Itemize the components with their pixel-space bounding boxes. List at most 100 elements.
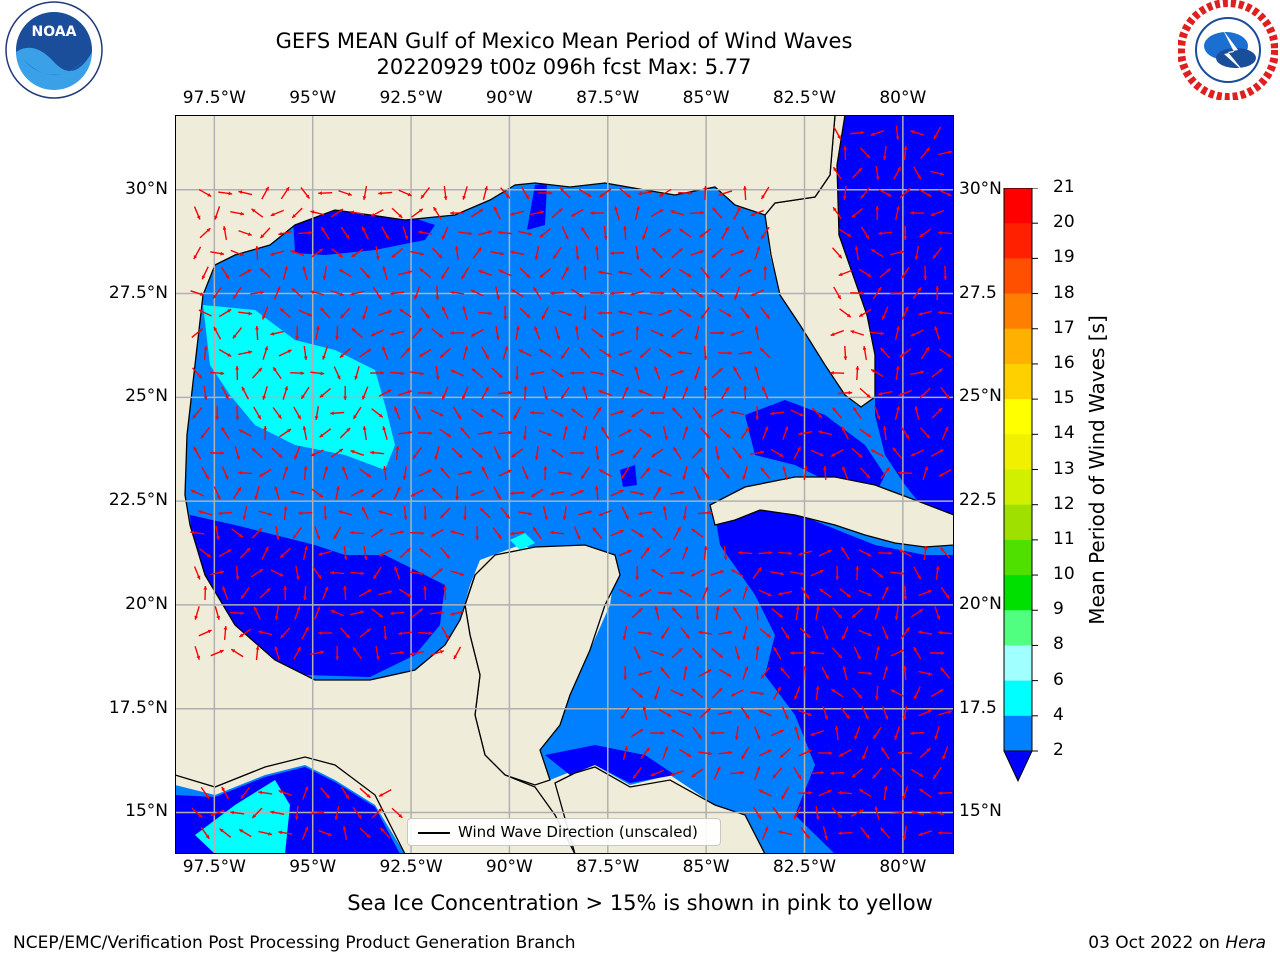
wave-direction-arrow [530, 488, 544, 498]
wave-direction-arrow [590, 291, 605, 295]
colorbar-tick-label: 12 [1053, 493, 1075, 514]
wave-direction-arrow [918, 589, 932, 597]
wave-direction-arrow [390, 371, 405, 376]
wave-direction-arrow [295, 565, 300, 581]
wave-direction-arrow [274, 646, 280, 660]
colorbar-tick-label: 20 [1053, 212, 1075, 233]
wave-direction-arrow [860, 226, 870, 240]
wave-direction-arrow [894, 605, 899, 621]
wave-direction-arrow [370, 329, 384, 337]
wave-direction-arrow [938, 630, 953, 635]
wave-direction-arrow [578, 510, 593, 516]
wave-direction-arrow [852, 687, 863, 699]
wave-direction-arrow [234, 446, 241, 460]
wave-direction-arrow [318, 191, 333, 196]
wave-direction-arrow [638, 631, 653, 636]
wave-direction-arrow [743, 385, 748, 401]
wave-direction-arrow [920, 147, 931, 159]
wave-direction-arrow [259, 267, 271, 279]
wave-direction-arrow [541, 306, 550, 320]
lon-tick-label: 90°W [485, 857, 533, 877]
wave-direction-arrow [310, 210, 325, 216]
wave-direction-arrow [870, 129, 885, 137]
wave-direction-arrow [350, 450, 365, 456]
wave-direction-arrow [719, 267, 731, 279]
wave-direction-arrow [811, 407, 823, 419]
wave-direction-arrow [895, 206, 900, 220]
wave-direction-arrow [562, 426, 568, 440]
wave-direction-arrow [815, 605, 820, 621]
wave-direction-arrow [610, 489, 624, 497]
wave-direction-arrow [659, 267, 671, 279]
wave-direction-arrow [218, 191, 233, 196]
wave-direction-arrow [718, 710, 733, 716]
wave-direction-arrow [258, 468, 272, 478]
wave-direction-arrow [598, 389, 612, 397]
wave-direction-arrow [740, 307, 751, 319]
wave-direction-arrow [742, 466, 748, 480]
wave-direction-arrow [703, 545, 708, 561]
chart-title: GEFS MEAN Gulf of Mexico Mean Period of … [275, 29, 853, 53]
wave-direction-arrow [694, 366, 701, 380]
wave-direction-arrow [691, 447, 703, 459]
wave-direction-arrow [822, 465, 827, 481]
wave-direction-arrow [391, 207, 403, 219]
wave-direction-arrow [815, 685, 820, 701]
wave-direction-arrow [741, 746, 750, 760]
wave-direction-arrow [272, 406, 282, 420]
wave-direction-arrow [618, 588, 632, 598]
wave-direction-arrow [919, 747, 931, 759]
wave-direction-arrow [758, 589, 772, 597]
wave-direction-arrow [458, 470, 473, 476]
wave-direction-arrow [691, 528, 704, 538]
wave-direction-arrow [738, 550, 753, 555]
wave-direction-arrow [270, 810, 285, 815]
wave-direction-arrow [190, 530, 205, 535]
wave-direction-arrow [752, 566, 762, 580]
wave-direction-arrow [891, 767, 903, 779]
wave-direction-arrow [692, 407, 702, 419]
wave-direction-arrow [419, 548, 432, 558]
wave-direction-arrow [851, 208, 864, 218]
wave-direction-arrow [800, 586, 810, 600]
wave-direction-arrow [302, 425, 308, 441]
wave-direction-arrow [718, 588, 732, 598]
wave-direction-arrow [290, 250, 305, 256]
colorbar-band [1004, 575, 1032, 611]
wave-direction-arrow [658, 309, 673, 317]
wave-direction-arrow [432, 206, 442, 220]
wave-direction-arrow [719, 427, 731, 439]
wave-direction-arrow [435, 365, 440, 381]
wave-direction-arrow [470, 489, 485, 497]
wave-direction-arrow [851, 767, 863, 779]
wave-direction-arrow [378, 590, 393, 596]
wave-direction-arrow [913, 566, 922, 580]
wave-direction-arrow [780, 626, 790, 640]
wave-direction-arrow [662, 386, 668, 400]
wave-direction-arrow [580, 226, 590, 240]
wave-direction-arrow [218, 348, 232, 358]
wave-direction-arrow [439, 428, 452, 438]
wave-direction-arrow [694, 326, 700, 340]
wave-direction-arrow [192, 407, 203, 419]
wave-direction-arrow [351, 248, 364, 258]
wave-direction-arrow [940, 667, 951, 679]
wave-direction-arrow [498, 469, 512, 477]
wave-direction-arrow [841, 626, 849, 640]
wave-direction-arrow [691, 288, 704, 298]
colorbar-band [1004, 363, 1032, 400]
wave-direction-arrow [331, 448, 344, 458]
wave-direction-arrow [760, 306, 770, 320]
wave-direction-arrow [600, 426, 610, 440]
wave-direction-arrow [251, 527, 263, 539]
wave-direction-arrow [434, 446, 440, 460]
wave-direction-arrow [258, 830, 273, 836]
wave-direction-arrow [398, 390, 413, 396]
wave-direction-arrow [255, 645, 260, 661]
wave-direction-arrow [833, 286, 842, 300]
wave-direction-arrow [721, 226, 730, 240]
wave-direction-arrow [418, 631, 433, 636]
wave-direction-arrow [493, 206, 501, 220]
wave-direction-arrow [840, 706, 850, 720]
wave-direction-arrow [810, 650, 825, 655]
